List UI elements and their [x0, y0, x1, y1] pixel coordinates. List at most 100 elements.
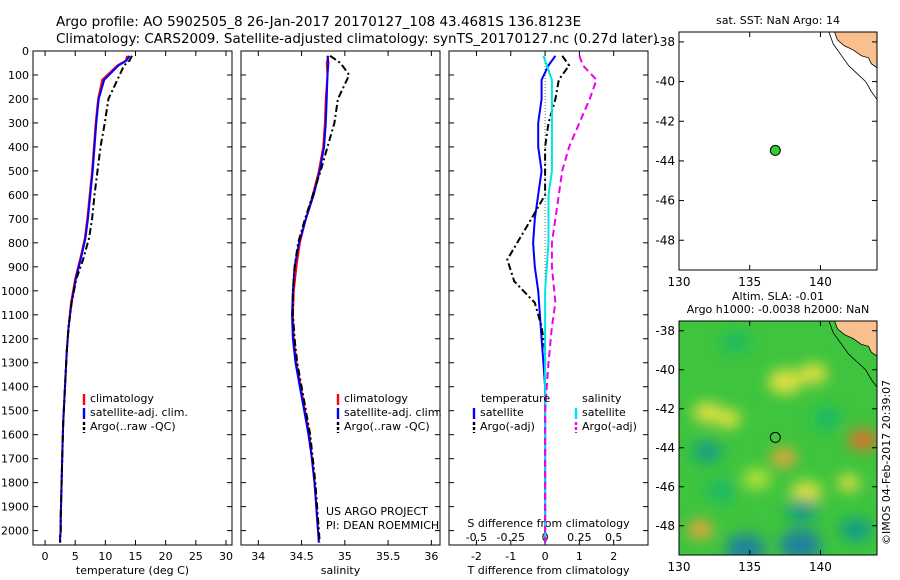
y-tick-label: 100	[8, 69, 29, 82]
series-line-3	[544, 55, 598, 543]
x-axis-label-top: S difference from climatology	[467, 517, 630, 530]
imos-credit: ©IMOS 04-Feb-2017 20:39:07	[880, 380, 893, 545]
difference-profile-panel: -2 -1 0 1 2-0.5 -0.25 0 0.25 0.5S difference fro…	[448, 50, 649, 577]
sla-anomaly-blob-4	[848, 429, 877, 451]
sla-anomaly-blob-0	[768, 368, 803, 395]
sla-anomaly-blob-13	[707, 480, 736, 502]
x-tick-label: 30	[219, 550, 233, 563]
y-tick-label: -48	[655, 233, 675, 247]
x-tick-label: 135	[738, 275, 761, 289]
y-tick-label: -38	[655, 324, 675, 338]
x-tick-label: 0	[42, 550, 49, 563]
y-tick-label: -38	[655, 35, 675, 49]
sla-anomaly-blob-5	[770, 447, 797, 468]
x-axis-label: temperature (deg C)	[76, 564, 189, 577]
sla-anomaly-blob-8	[725, 534, 766, 555]
series-line-1	[290, 55, 330, 543]
salinity-profile-panel: 34 34.5 35 35.5 36 salinity climatologysatelli…	[240, 50, 442, 577]
legend-argo-raw: Argo(..raw -QC)	[90, 420, 176, 433]
y-tick-label: -42	[655, 114, 675, 128]
sla-anomaly-blob-15	[813, 407, 842, 430]
legend-sal-satellite: satellite	[582, 406, 626, 419]
y-tick-label: 1400	[1, 381, 29, 394]
x-tick-label: 1	[576, 550, 583, 563]
legend-satellite-adj: satellite-adj. clim.	[90, 406, 188, 419]
x-tick-label: 130	[668, 560, 691, 574]
sla-anomaly-blob-9	[779, 529, 822, 555]
header-line1: Argo profile: AO 5902505_8 26-Jan-2017 2…	[56, 14, 581, 30]
y-tick-label: 1100	[1, 309, 29, 322]
sst-map-panel: 130 135 140 -38 -40 -42 -44 -46 -48 sat. SST: NaN…	[655, 14, 878, 289]
y-tick-label: -46	[655, 480, 675, 494]
legend-climatology: climatology	[344, 392, 408, 405]
x-tick-label: 5	[72, 550, 79, 563]
land-area	[834, 32, 877, 69]
map-frame	[678, 320, 878, 556]
x-tick-label: 140	[809, 275, 832, 289]
sla-anomaly-blob-12	[722, 332, 749, 352]
sla-anomaly-blob-2	[693, 402, 722, 424]
y-tick-label: 1800	[1, 477, 29, 490]
sla-map-panel: 130 135 140 -38 -40 -42 -44 -46 -48 Altim. SLA: -…	[655, 290, 878, 574]
y-tick-label: 800	[8, 237, 29, 250]
sla-anomaly-blob-10	[786, 498, 818, 522]
y-tick-label: -46	[655, 194, 675, 208]
isobath-line	[828, 32, 877, 100]
x-tick-label: -2	[471, 550, 482, 563]
y-tick-label: -40	[655, 363, 675, 377]
x-tick-label-top: 0.5	[605, 531, 623, 544]
map-title: sat. SST: NaN Argo: 14	[716, 14, 840, 27]
project-credit: US ARGO PROJECT	[326, 505, 428, 518]
plot-frame	[32, 50, 233, 546]
x-tick-label: -1	[505, 550, 516, 563]
sla-anomaly-blob-11	[693, 441, 722, 463]
y-tick-label: 1700	[1, 453, 29, 466]
x-tick-label: 20	[159, 550, 173, 563]
pi-credit: PI: DEAN ROEMMICH	[326, 519, 439, 532]
y-tick-label: 1900	[1, 501, 29, 514]
argo-float-marker	[769, 431, 781, 443]
argo-float-marker	[769, 144, 781, 156]
y-tick-label: 200	[8, 93, 29, 106]
y-tick-label: 0	[22, 45, 29, 58]
y-tick-label: 900	[8, 261, 29, 274]
y-tick-label: 600	[8, 189, 29, 202]
y-tick-label: 400	[8, 141, 29, 154]
y-tick-label: 500	[8, 165, 29, 178]
x-tick-label: 35.5	[376, 550, 401, 563]
x-tick-label: 130	[668, 275, 691, 289]
y-tick-label: -44	[655, 154, 675, 168]
x-tick-label: 15	[129, 550, 143, 563]
x-tick-label: 140	[809, 560, 832, 574]
sla-anomaly-blob-16	[742, 468, 771, 490]
x-tick-label-top: -0.5	[466, 531, 487, 544]
y-tick-label: 2000	[1, 525, 29, 538]
x-tick-label: 34.5	[289, 550, 314, 563]
x-axis-label: T difference from climatology	[467, 564, 630, 577]
y-tick-label: 1200	[1, 333, 29, 346]
legend-sal-argo: Argo(-adj)	[582, 420, 637, 433]
legend-salinity-heading: salinity	[582, 392, 622, 405]
legend-satellite-adj: satellite-adj. clim.	[344, 406, 442, 419]
map-background	[679, 321, 877, 555]
x-axis-label: salinity	[321, 564, 361, 577]
temperature-profile-panel: 0 5 10 15 20 25 300100200300400500600700800900…	[1, 45, 233, 577]
legend-temp-argo: Argo(-adj)	[480, 420, 535, 433]
y-tick-label: 1500	[1, 405, 29, 418]
map-frame	[678, 31, 878, 271]
plot-frame	[240, 50, 441, 546]
land-area	[834, 321, 877, 357]
map-subtitle: Argo h1000: -0.0038 h2000: NaN	[687, 303, 870, 316]
y-tick-label: 1000	[1, 285, 29, 298]
sla-anomaly-blob-14	[840, 517, 872, 542]
sla-anomaly-blob-3	[715, 408, 742, 429]
sla-anomaly-blob-7	[790, 480, 822, 505]
x-tick-label: 135	[738, 560, 761, 574]
isobath-line	[828, 321, 877, 388]
legend-temperature-heading: temperature	[481, 392, 550, 405]
x-tick-label-top: 0.25	[567, 531, 592, 544]
y-tick-label: 1600	[1, 429, 29, 442]
header-line2: Climatology: CARS2009. Satellite-adjuste…	[56, 31, 658, 47]
x-tick-label: 10	[98, 550, 112, 563]
